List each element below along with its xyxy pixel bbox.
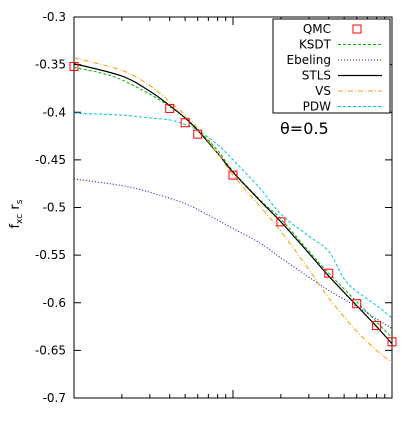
- qmc-point-6: [324, 268, 334, 278]
- qmc-point-8: [372, 321, 382, 331]
- legend-label-vs: VS: [315, 84, 331, 98]
- y-axis-label: fxc rs: [8, 199, 25, 228]
- qmc-point-1: [165, 103, 175, 113]
- y-tick-label-2: -0.4: [43, 105, 66, 119]
- qmc-point-2: [180, 118, 190, 128]
- y-axis-label-main: f: [8, 223, 23, 228]
- y-axis-label-tail: r: [8, 204, 23, 214]
- qmc-point-7: [352, 299, 362, 309]
- series-line-ebeling: [74, 178, 392, 329]
- legend-label-qmc: QMC: [303, 22, 331, 36]
- series-lines: [74, 57, 392, 364]
- qmc-point-4: [228, 170, 238, 180]
- axis-ticks: -0.3 -0.35 -0.4 -0.45 -0.5 -0.55 -0.6 -0.65 -0.7: [35, 10, 392, 405]
- y-tick-label-1: -0.35: [35, 58, 66, 72]
- legend-label-pdw: PDW: [303, 100, 331, 114]
- y-tick-label-5: -0.55: [35, 248, 66, 262]
- series-line-ksdt: [74, 66, 392, 339]
- y-tick-label-6: -0.6: [43, 296, 66, 310]
- qmc-point-0: [69, 62, 79, 72]
- y-tick-label-4: -0.5: [43, 201, 66, 215]
- qmc-point-3: [193, 129, 203, 139]
- y-tick-label-3: -0.45: [35, 153, 66, 167]
- series-line-vs: [74, 57, 392, 364]
- series-line-pdw: [74, 112, 392, 319]
- qmc-point-9: [387, 337, 397, 347]
- legend-swatch-qmc: [352, 24, 362, 34]
- qmc-point-5: [276, 217, 286, 227]
- legend-label-stls: STLS: [302, 69, 331, 83]
- legend-box: [272, 18, 391, 114]
- y-tick-label-0: -0.3: [43, 10, 66, 24]
- y-axis-label-sub2: s: [15, 199, 25, 204]
- theta-annotation: θ=0.5: [280, 119, 329, 138]
- y-tick-label-7: -0.65: [35, 343, 66, 357]
- y-tick-label-8: -0.7: [43, 391, 66, 405]
- qmc-markers: [69, 62, 397, 347]
- legend-label-ksdt: KSDT: [299, 38, 332, 52]
- series-line-stls: [74, 63, 392, 345]
- y-axis-label-sub: xc: [15, 214, 25, 224]
- legend-label-ebeling: Ebeling: [287, 53, 331, 67]
